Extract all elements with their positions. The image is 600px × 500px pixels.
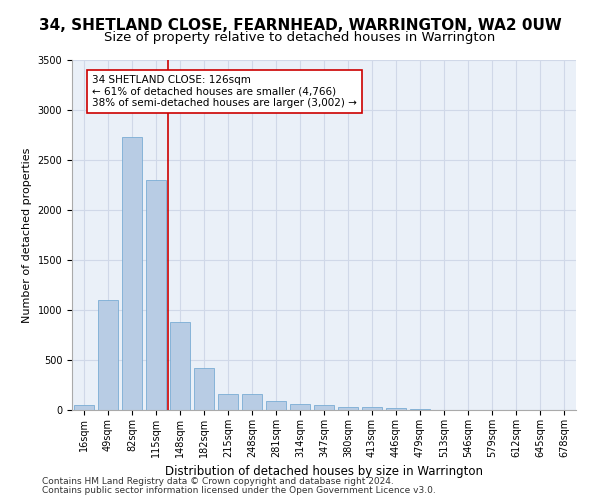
Bar bbox=[242, 394, 262, 410]
Text: Contains public sector information licensed under the Open Government Licence v3: Contains public sector information licen… bbox=[42, 486, 436, 495]
Text: Contains HM Land Registry data © Crown copyright and database right 2024.: Contains HM Land Registry data © Crown c… bbox=[42, 477, 394, 486]
Bar bbox=[170, 322, 190, 410]
Bar bbox=[146, 180, 166, 410]
Bar bbox=[218, 394, 238, 410]
Bar bbox=[290, 404, 310, 410]
Bar bbox=[314, 405, 334, 410]
X-axis label: Distribution of detached houses by size in Warrington: Distribution of detached houses by size … bbox=[165, 466, 483, 478]
Text: 34, SHETLAND CLOSE, FEARNHEAD, WARRINGTON, WA2 0UW: 34, SHETLAND CLOSE, FEARNHEAD, WARRINGTO… bbox=[38, 18, 562, 32]
Text: 34 SHETLAND CLOSE: 126sqm
← 61% of detached houses are smaller (4,766)
38% of se: 34 SHETLAND CLOSE: 126sqm ← 61% of detac… bbox=[92, 75, 357, 108]
Bar bbox=[338, 406, 358, 410]
Bar bbox=[362, 407, 382, 410]
Bar bbox=[266, 401, 286, 410]
Text: Size of property relative to detached houses in Warrington: Size of property relative to detached ho… bbox=[104, 31, 496, 44]
Bar bbox=[410, 409, 430, 410]
Bar bbox=[98, 300, 118, 410]
Bar bbox=[194, 368, 214, 410]
Bar bbox=[74, 405, 94, 410]
Bar bbox=[122, 137, 142, 410]
Y-axis label: Number of detached properties: Number of detached properties bbox=[22, 148, 32, 322]
Bar bbox=[386, 408, 406, 410]
